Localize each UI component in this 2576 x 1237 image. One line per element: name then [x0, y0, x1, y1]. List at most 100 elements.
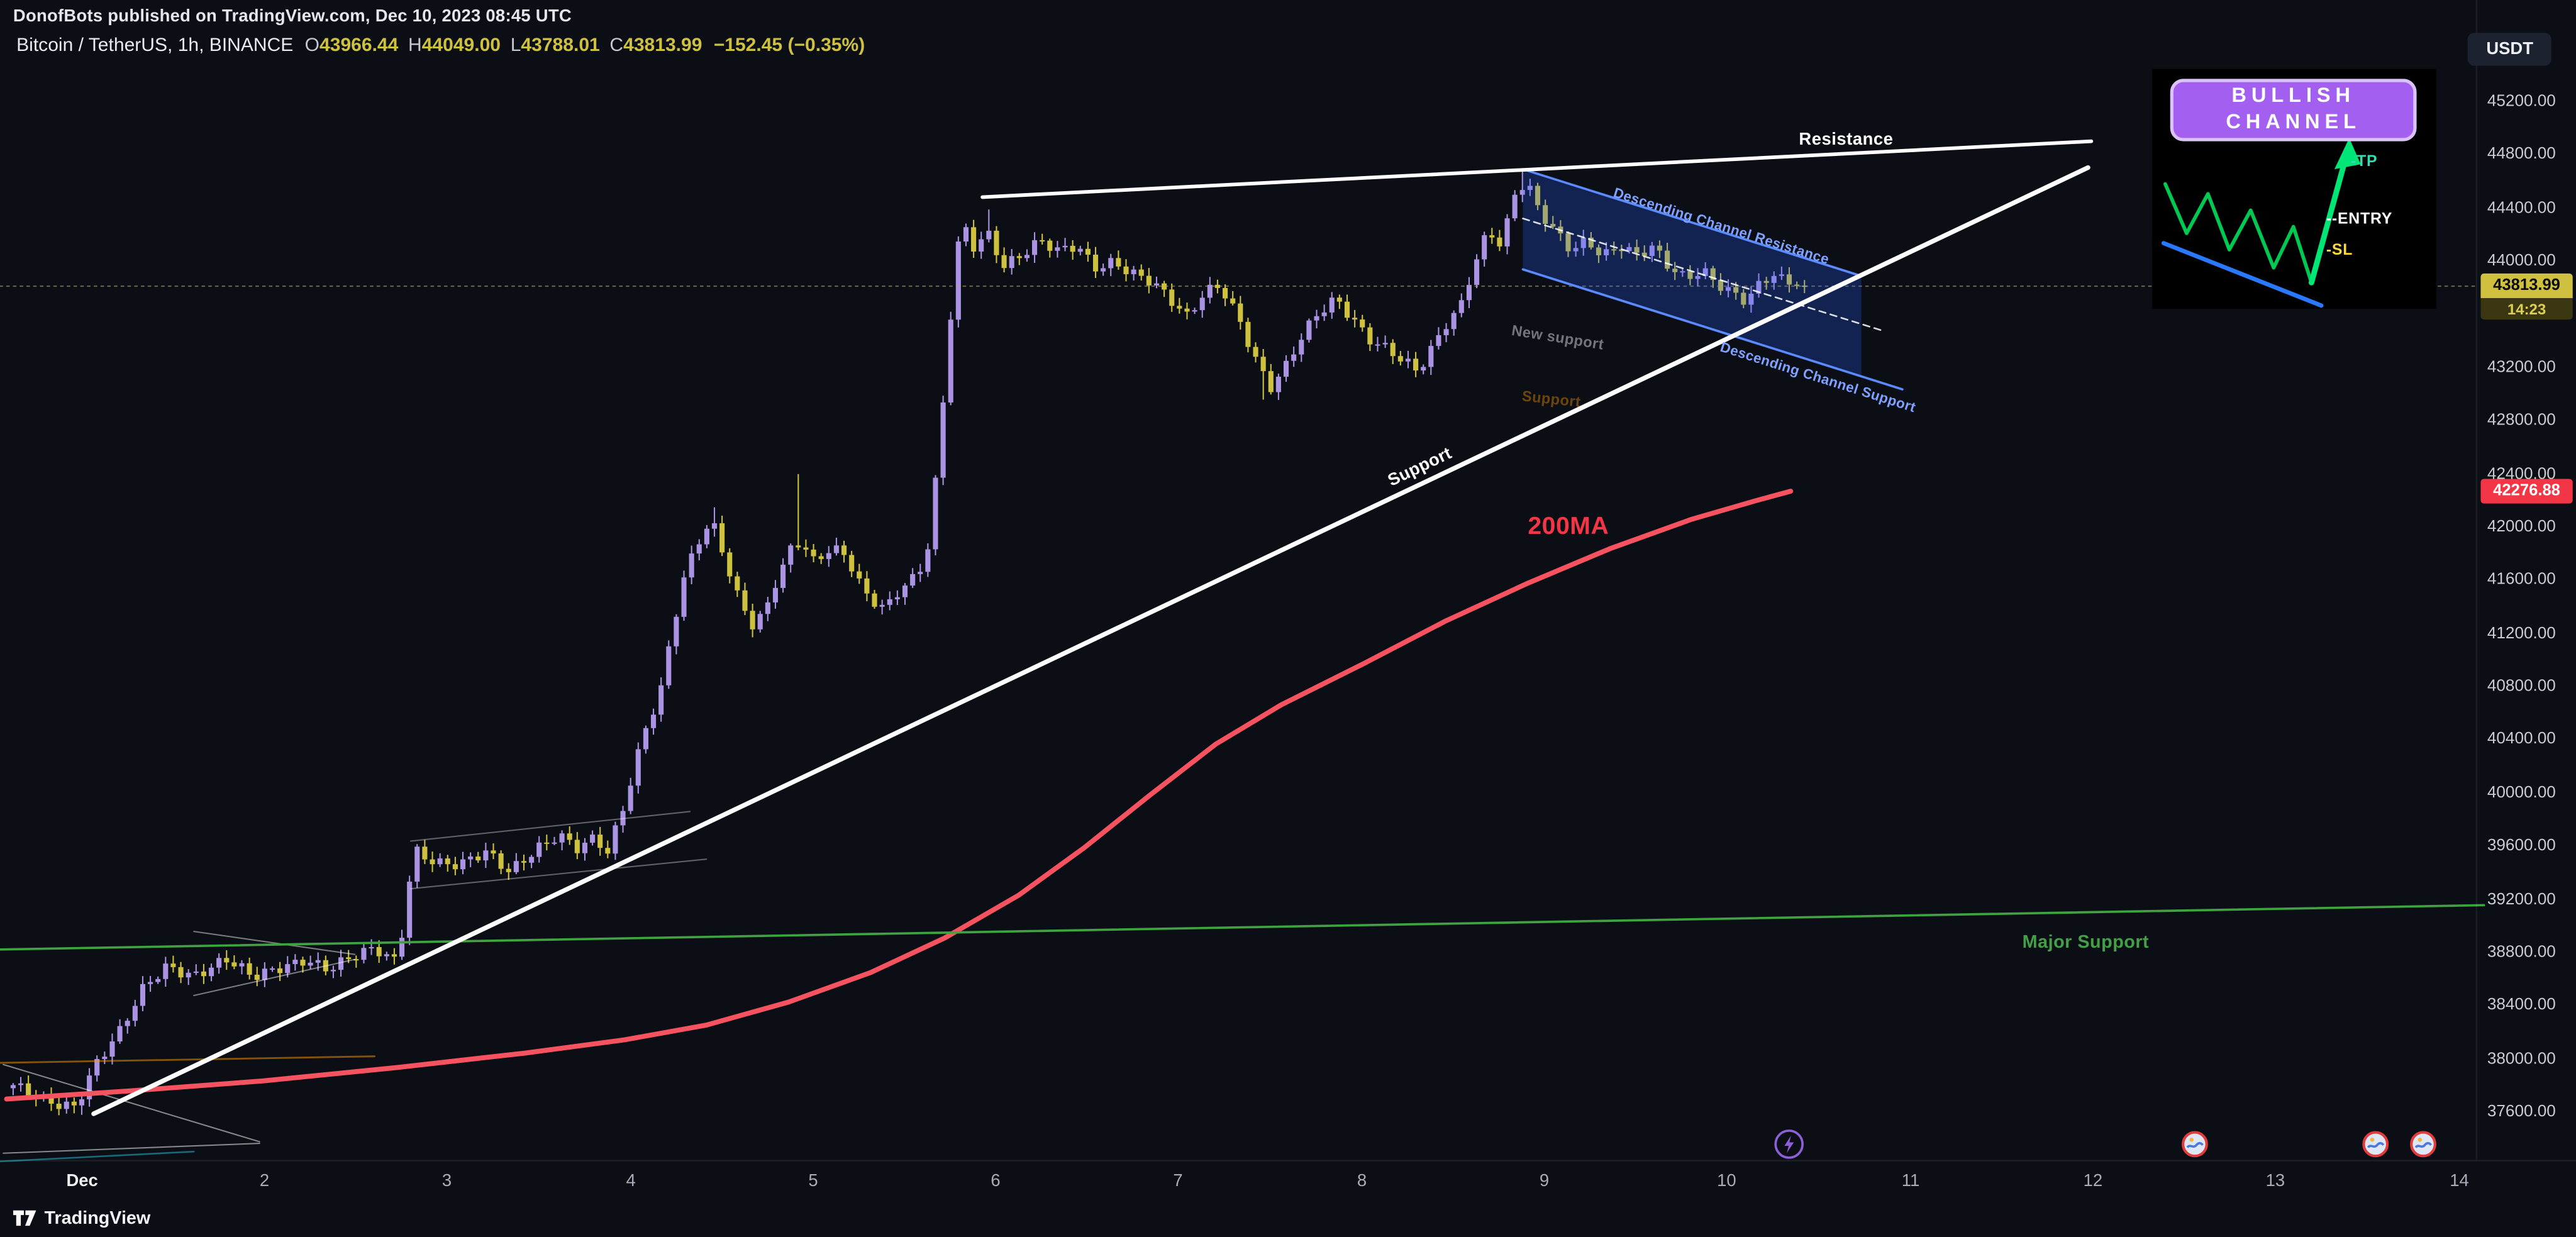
price-axis-label: 39600.00: [2487, 837, 2556, 856]
price-axis-label: 38800.00: [2487, 943, 2556, 962]
inset-breakout-arrow: [2308, 148, 2351, 286]
candle: [711, 523, 718, 529]
candle: [1748, 293, 1754, 305]
candle: [849, 555, 855, 572]
candle: [483, 850, 489, 861]
price-axis[interactable]: 43813.99 14:23 42276.88 45200.00 44800.00…: [2475, 0, 2576, 1160]
ohlc-low: L43788.01: [510, 36, 600, 56]
bar-countdown: 14:23: [2480, 298, 2573, 320]
candle: [757, 614, 763, 630]
bullish-channel-badge: BULLISH CHANNEL: [2170, 79, 2417, 141]
price-axis-label: 40000.00: [2487, 784, 2556, 802]
candle: [430, 859, 435, 865]
candle: [506, 868, 511, 872]
candle: [1443, 329, 1449, 335]
time-axis-label: 9: [1539, 1171, 1550, 1191]
candle: [1024, 255, 1030, 258]
candle: [109, 1041, 115, 1057]
candle: [1657, 245, 1662, 251]
candle: [1626, 247, 1632, 252]
candle: [1672, 269, 1678, 272]
candle: [1756, 280, 1762, 294]
candle: [239, 963, 245, 967]
candle: [1192, 310, 1197, 312]
candle: [1336, 297, 1342, 302]
ma-price-value: 42276.88: [2480, 478, 2573, 503]
candle: [1123, 266, 1129, 274]
bullish-channel-badge-line2: CHANNEL: [2226, 110, 2361, 133]
candle: [1405, 358, 1411, 362]
candle: [1397, 356, 1403, 362]
candle: [1291, 354, 1297, 361]
candle: [1695, 275, 1701, 279]
time-axis-label: 7: [1173, 1171, 1183, 1191]
candle: [1763, 280, 1769, 283]
candle: [1573, 248, 1579, 252]
candle: [117, 1026, 123, 1041]
candle: [1786, 274, 1792, 285]
candle: [170, 963, 176, 967]
candle: [491, 850, 496, 854]
candle: [796, 545, 801, 548]
lightning-marker[interactable]: [1771, 1126, 1807, 1171]
candle: [1092, 254, 1099, 272]
candle: [765, 602, 770, 614]
candle: [1771, 275, 1777, 283]
candle: [544, 842, 550, 844]
candle: [1504, 218, 1510, 247]
candle: [780, 564, 786, 588]
candle: [262, 968, 267, 980]
pennant-upper-line: [3, 1063, 260, 1143]
candle: [1489, 235, 1495, 238]
candle: [948, 319, 953, 402]
current-price-value: 43813.99: [2480, 274, 2573, 299]
idea-marker[interactable]: [2361, 1129, 2390, 1167]
candle: [1001, 255, 1007, 269]
candle: [704, 528, 709, 545]
candle: [788, 545, 794, 565]
tradingview-logo[interactable]: TradingView: [13, 1209, 150, 1229]
candle: [1665, 250, 1670, 269]
time-axis-label: 14: [2450, 1171, 2469, 1191]
candle: [955, 241, 961, 320]
candle: [1543, 205, 1548, 225]
candle: [979, 239, 984, 252]
time-axis[interactable]: Dec 2 3 4 5 6 7 8 9 10 11 12 13 14: [0, 1160, 2576, 1202]
time-axis-label: Dec: [66, 1171, 98, 1191]
symbol-title[interactable]: Bitcoin / TetherUS, 1h, BINANCE: [16, 36, 294, 56]
candle: [597, 835, 603, 848]
price-axis-label: 39200.00: [2487, 890, 2556, 909]
currency-toggle-button[interactable]: USDT: [2468, 33, 2551, 66]
time-axis-label: 13: [2265, 1171, 2285, 1191]
idea-marker[interactable]: [2180, 1129, 2209, 1167]
candle: [559, 833, 565, 843]
candle: [1428, 346, 1434, 367]
candle: [1116, 258, 1121, 267]
candle: [1101, 268, 1106, 272]
descending-channel-fill: [1523, 169, 1862, 377]
idea-marker[interactable]: [2408, 1129, 2438, 1167]
candle: [1466, 285, 1472, 301]
bullish-channel-badge-line1: BULLISH: [2231, 84, 2355, 108]
candle: [925, 549, 931, 572]
candle: [1153, 283, 1160, 286]
candle: [902, 585, 908, 597]
candle: [696, 544, 702, 554]
candle: [376, 947, 382, 957]
candle: [567, 833, 572, 840]
candle: [879, 604, 885, 607]
candle: [346, 957, 352, 960]
minichannel-upper-line: [410, 811, 691, 842]
candle: [933, 477, 938, 550]
bullish-channel-inset[interactable]: BULLISH CHANNEL -TP --ENTRY -SL: [2151, 69, 2436, 309]
candle: [361, 948, 367, 960]
candle: [102, 1057, 108, 1059]
ma-200-line: [4, 489, 1794, 1102]
candle: [475, 857, 481, 861]
candle: [437, 858, 443, 865]
take-profit-label: -TP: [2351, 152, 2378, 171]
candle: [513, 861, 519, 872]
candle: [1329, 297, 1335, 313]
candle: [1253, 347, 1258, 357]
